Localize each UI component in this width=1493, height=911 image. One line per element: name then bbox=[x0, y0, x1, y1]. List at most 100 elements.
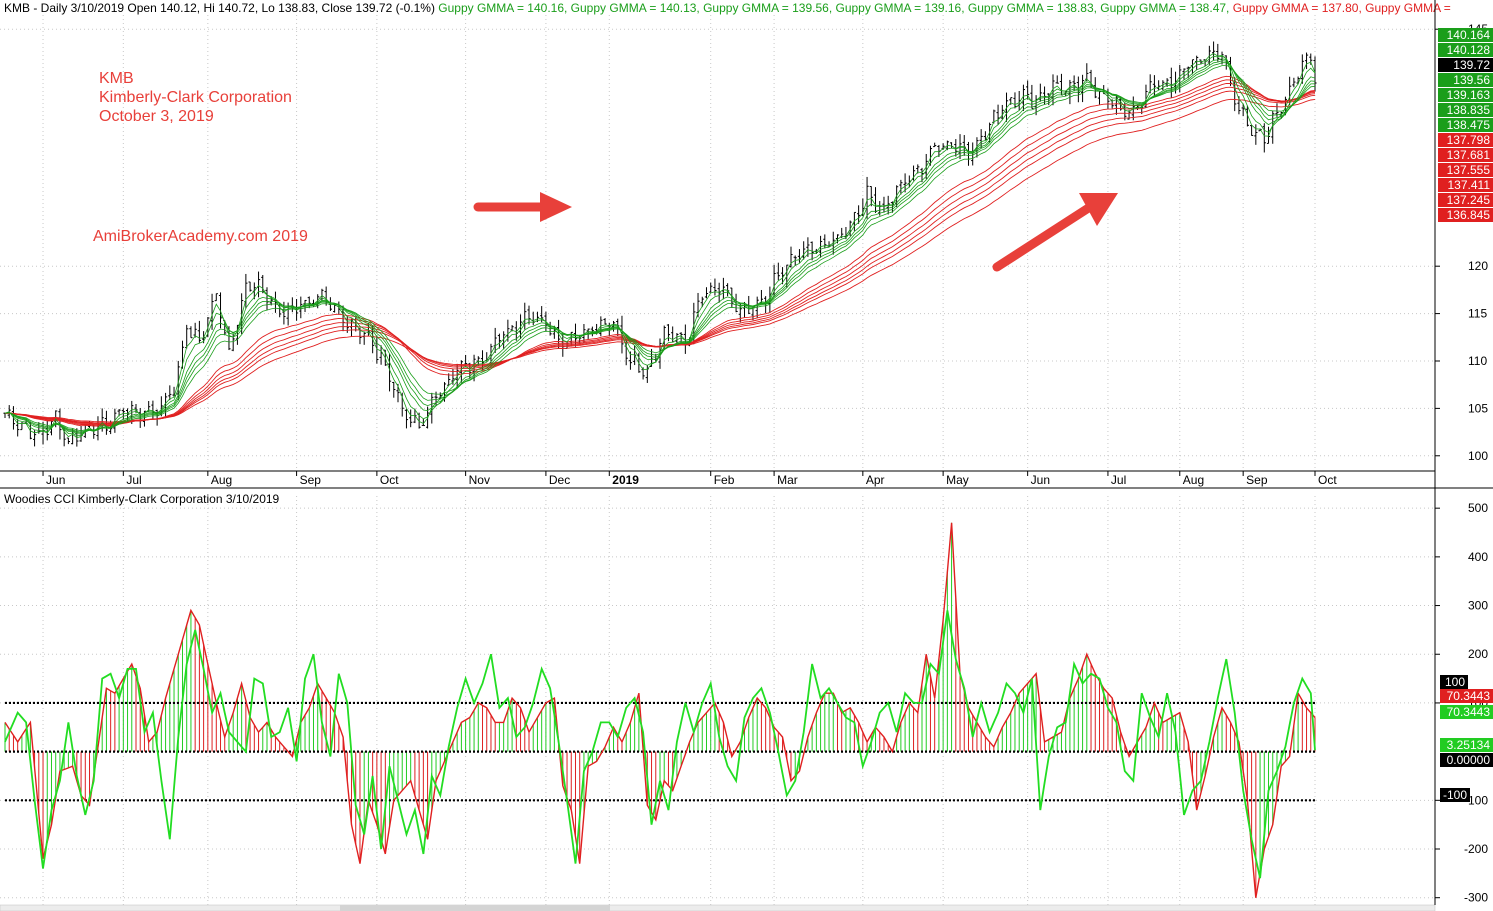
price-value-tag-label: 138.475 bbox=[1447, 118, 1491, 132]
price-value-tag bbox=[1438, 73, 1493, 87]
price-pane[interactable]: KMB - Daily 3/10/2019 Open 140.12, Hi 14… bbox=[0, 1, 1493, 487]
month-tick-label: Dec bbox=[549, 473, 570, 487]
price-title-part: Guppy GMMA = 138.47, bbox=[1097, 1, 1229, 15]
price-title-part: Guppy GMMA = 138.83, bbox=[965, 1, 1097, 15]
cci-y-tick-label: -100 bbox=[1464, 793, 1488, 807]
cci-pane[interactable]: Woodies CCI Kimberly-Clark Corporation 3… bbox=[0, 492, 1493, 905]
price-y-tick-label: 100 bbox=[1468, 449, 1488, 463]
cci-value-tag-label: 100 bbox=[1445, 675, 1465, 689]
cci-y-tick-label: -200 bbox=[1464, 842, 1488, 856]
cci-value-tag-label: 70.3443 bbox=[1447, 689, 1491, 703]
price-value-tag bbox=[1438, 148, 1493, 162]
price-value-tag-label: 139.163 bbox=[1447, 88, 1491, 102]
price-title-part: Guppy GMMA = bbox=[1362, 1, 1451, 15]
cci-value-tag-label: 3.25134 bbox=[1447, 738, 1491, 752]
gmma-short-line bbox=[4, 62, 1316, 433]
indicator-title: Woodies CCI Kimberly-Clark Corporation 3… bbox=[4, 492, 280, 506]
price-title-part: Guppy GMMA = 140.16, bbox=[435, 1, 567, 15]
cci-y-tick-label: -300 bbox=[1464, 891, 1488, 905]
price-value-tag bbox=[1438, 133, 1493, 147]
cci-value-tag bbox=[1440, 738, 1493, 752]
date-annotation: October 3, 2019 bbox=[99, 108, 214, 125]
gmma-long-line bbox=[4, 98, 1316, 423]
cci-value-tag bbox=[1440, 689, 1493, 703]
month-axis: Jun Jul Aug Sep Oct Nov Dec 2019 Feb Mar Apr May Jun… bbox=[0, 470, 1435, 487]
cci-lines bbox=[4, 522, 1316, 898]
price-title-part: Guppy GMMA = 137.80, bbox=[1229, 1, 1361, 15]
gmma-short-line bbox=[4, 60, 1316, 434]
month-tick-label: Jul bbox=[126, 473, 141, 487]
price-value-tag bbox=[1438, 193, 1493, 207]
price-y-tick-label: 115 bbox=[1468, 307, 1487, 321]
month-tick-label: 2019 bbox=[612, 473, 639, 487]
month-tick-label: Mar bbox=[777, 473, 798, 487]
price-value-tags: 140.164140.128139.72139.56139.163138.835… bbox=[1438, 28, 1493, 222]
cci-value-tag-label: 0.00000 bbox=[1447, 753, 1491, 767]
ticker-annotation: KMB bbox=[99, 70, 134, 87]
price-title-part: Guppy GMMA = 140.13, bbox=[567, 1, 699, 15]
price-value-tag-label: 137.798 bbox=[1447, 133, 1491, 147]
price-value-tag bbox=[1438, 43, 1493, 57]
price-value-tag bbox=[1438, 118, 1493, 132]
price-y-tick-label: 105 bbox=[1468, 401, 1488, 415]
month-tick-label: Jun bbox=[46, 473, 65, 487]
watermark-annotation: AmiBrokerAcademy.com 2019 bbox=[93, 228, 308, 245]
cci-y-tick-label: 500 bbox=[1468, 501, 1488, 515]
price-value-tag-label: 137.555 bbox=[1447, 163, 1491, 177]
price-title-part: Guppy GMMA = 139.56, bbox=[700, 1, 832, 15]
cci-value-tag-label: 70.3443 bbox=[1447, 705, 1491, 719]
price-value-tag-label: 139.72 bbox=[1453, 58, 1490, 72]
gmma-short-line bbox=[4, 64, 1316, 432]
price-pane-title: KMB - Daily 3/10/2019 Open 140.12, Hi 14… bbox=[4, 1, 1451, 15]
price-value-tag-label: 137.681 bbox=[1447, 148, 1491, 162]
cci-value-tag bbox=[1440, 753, 1493, 767]
price-value-tag-label: 137.411 bbox=[1448, 178, 1491, 192]
cci-value-tag bbox=[1440, 788, 1470, 802]
cci-y-tick-label: 200 bbox=[1468, 647, 1488, 661]
month-tick-label: Oct bbox=[1318, 473, 1337, 487]
month-tick-label: Aug bbox=[1183, 473, 1204, 487]
price-value-tag bbox=[1438, 208, 1493, 222]
price-y-axis: 100105110115120145 bbox=[1435, 22, 1488, 463]
cci-value-tag bbox=[1440, 705, 1493, 719]
month-tick-label: Oct bbox=[380, 473, 399, 487]
price-title-part: KMB - Daily 3/10/2019 Open 140.12, Hi 14… bbox=[4, 1, 435, 15]
price-value-tag bbox=[1438, 178, 1493, 192]
horizontal-scrollbar[interactable] bbox=[0, 904, 1436, 911]
price-value-tag-label: 140.128 bbox=[1447, 43, 1491, 57]
month-tick-label: Aug bbox=[211, 473, 232, 487]
scrollbar-thumb[interactable] bbox=[340, 905, 610, 911]
month-tick-label: Nov bbox=[469, 473, 490, 487]
gmma-long-line bbox=[4, 90, 1316, 424]
gmma-short-lines bbox=[4, 53, 1316, 439]
price-value-tag-label: 140.164 bbox=[1447, 28, 1491, 42]
month-tick-label: Jun bbox=[1031, 473, 1050, 487]
cci-y-tick-label: 400 bbox=[1468, 550, 1488, 564]
arrow-right-icon bbox=[473, 192, 572, 222]
price-value-tag-label: 136.845 bbox=[1447, 208, 1491, 222]
cci-value-tag bbox=[1440, 675, 1468, 689]
cci-y-tick-label: 300 bbox=[1468, 599, 1488, 613]
month-tick-label: Feb bbox=[714, 473, 735, 487]
price-value-tag-label: 138.835 bbox=[1447, 103, 1491, 117]
gmma-short-line bbox=[4, 58, 1316, 435]
cci-value-tag-label: -100 bbox=[1443, 788, 1467, 802]
price-value-tag bbox=[1438, 103, 1493, 117]
price-title-part: Guppy GMMA = 139.16, bbox=[832, 1, 964, 15]
price-value-tag bbox=[1438, 88, 1493, 102]
price-y-tick-label: 120 bbox=[1468, 259, 1488, 273]
price-value-tag-label: 139.56 bbox=[1453, 73, 1490, 87]
price-y-tick-label: 110 bbox=[1468, 354, 1487, 368]
price-value-tag bbox=[1438, 28, 1493, 42]
gmma-long-lines bbox=[4, 75, 1316, 427]
month-tick-label: Jul bbox=[1111, 473, 1126, 487]
month-tick-label: May bbox=[946, 473, 969, 487]
month-tick-label: Sep bbox=[1246, 473, 1268, 487]
company-annotation: Kimberly-Clark Corporation bbox=[99, 89, 292, 106]
price-value-tag-label: 137.245 bbox=[1447, 193, 1491, 207]
arrow-up-right-icon bbox=[992, 193, 1118, 272]
month-tick-label: Apr bbox=[866, 473, 885, 487]
price-value-tag bbox=[1438, 163, 1493, 177]
